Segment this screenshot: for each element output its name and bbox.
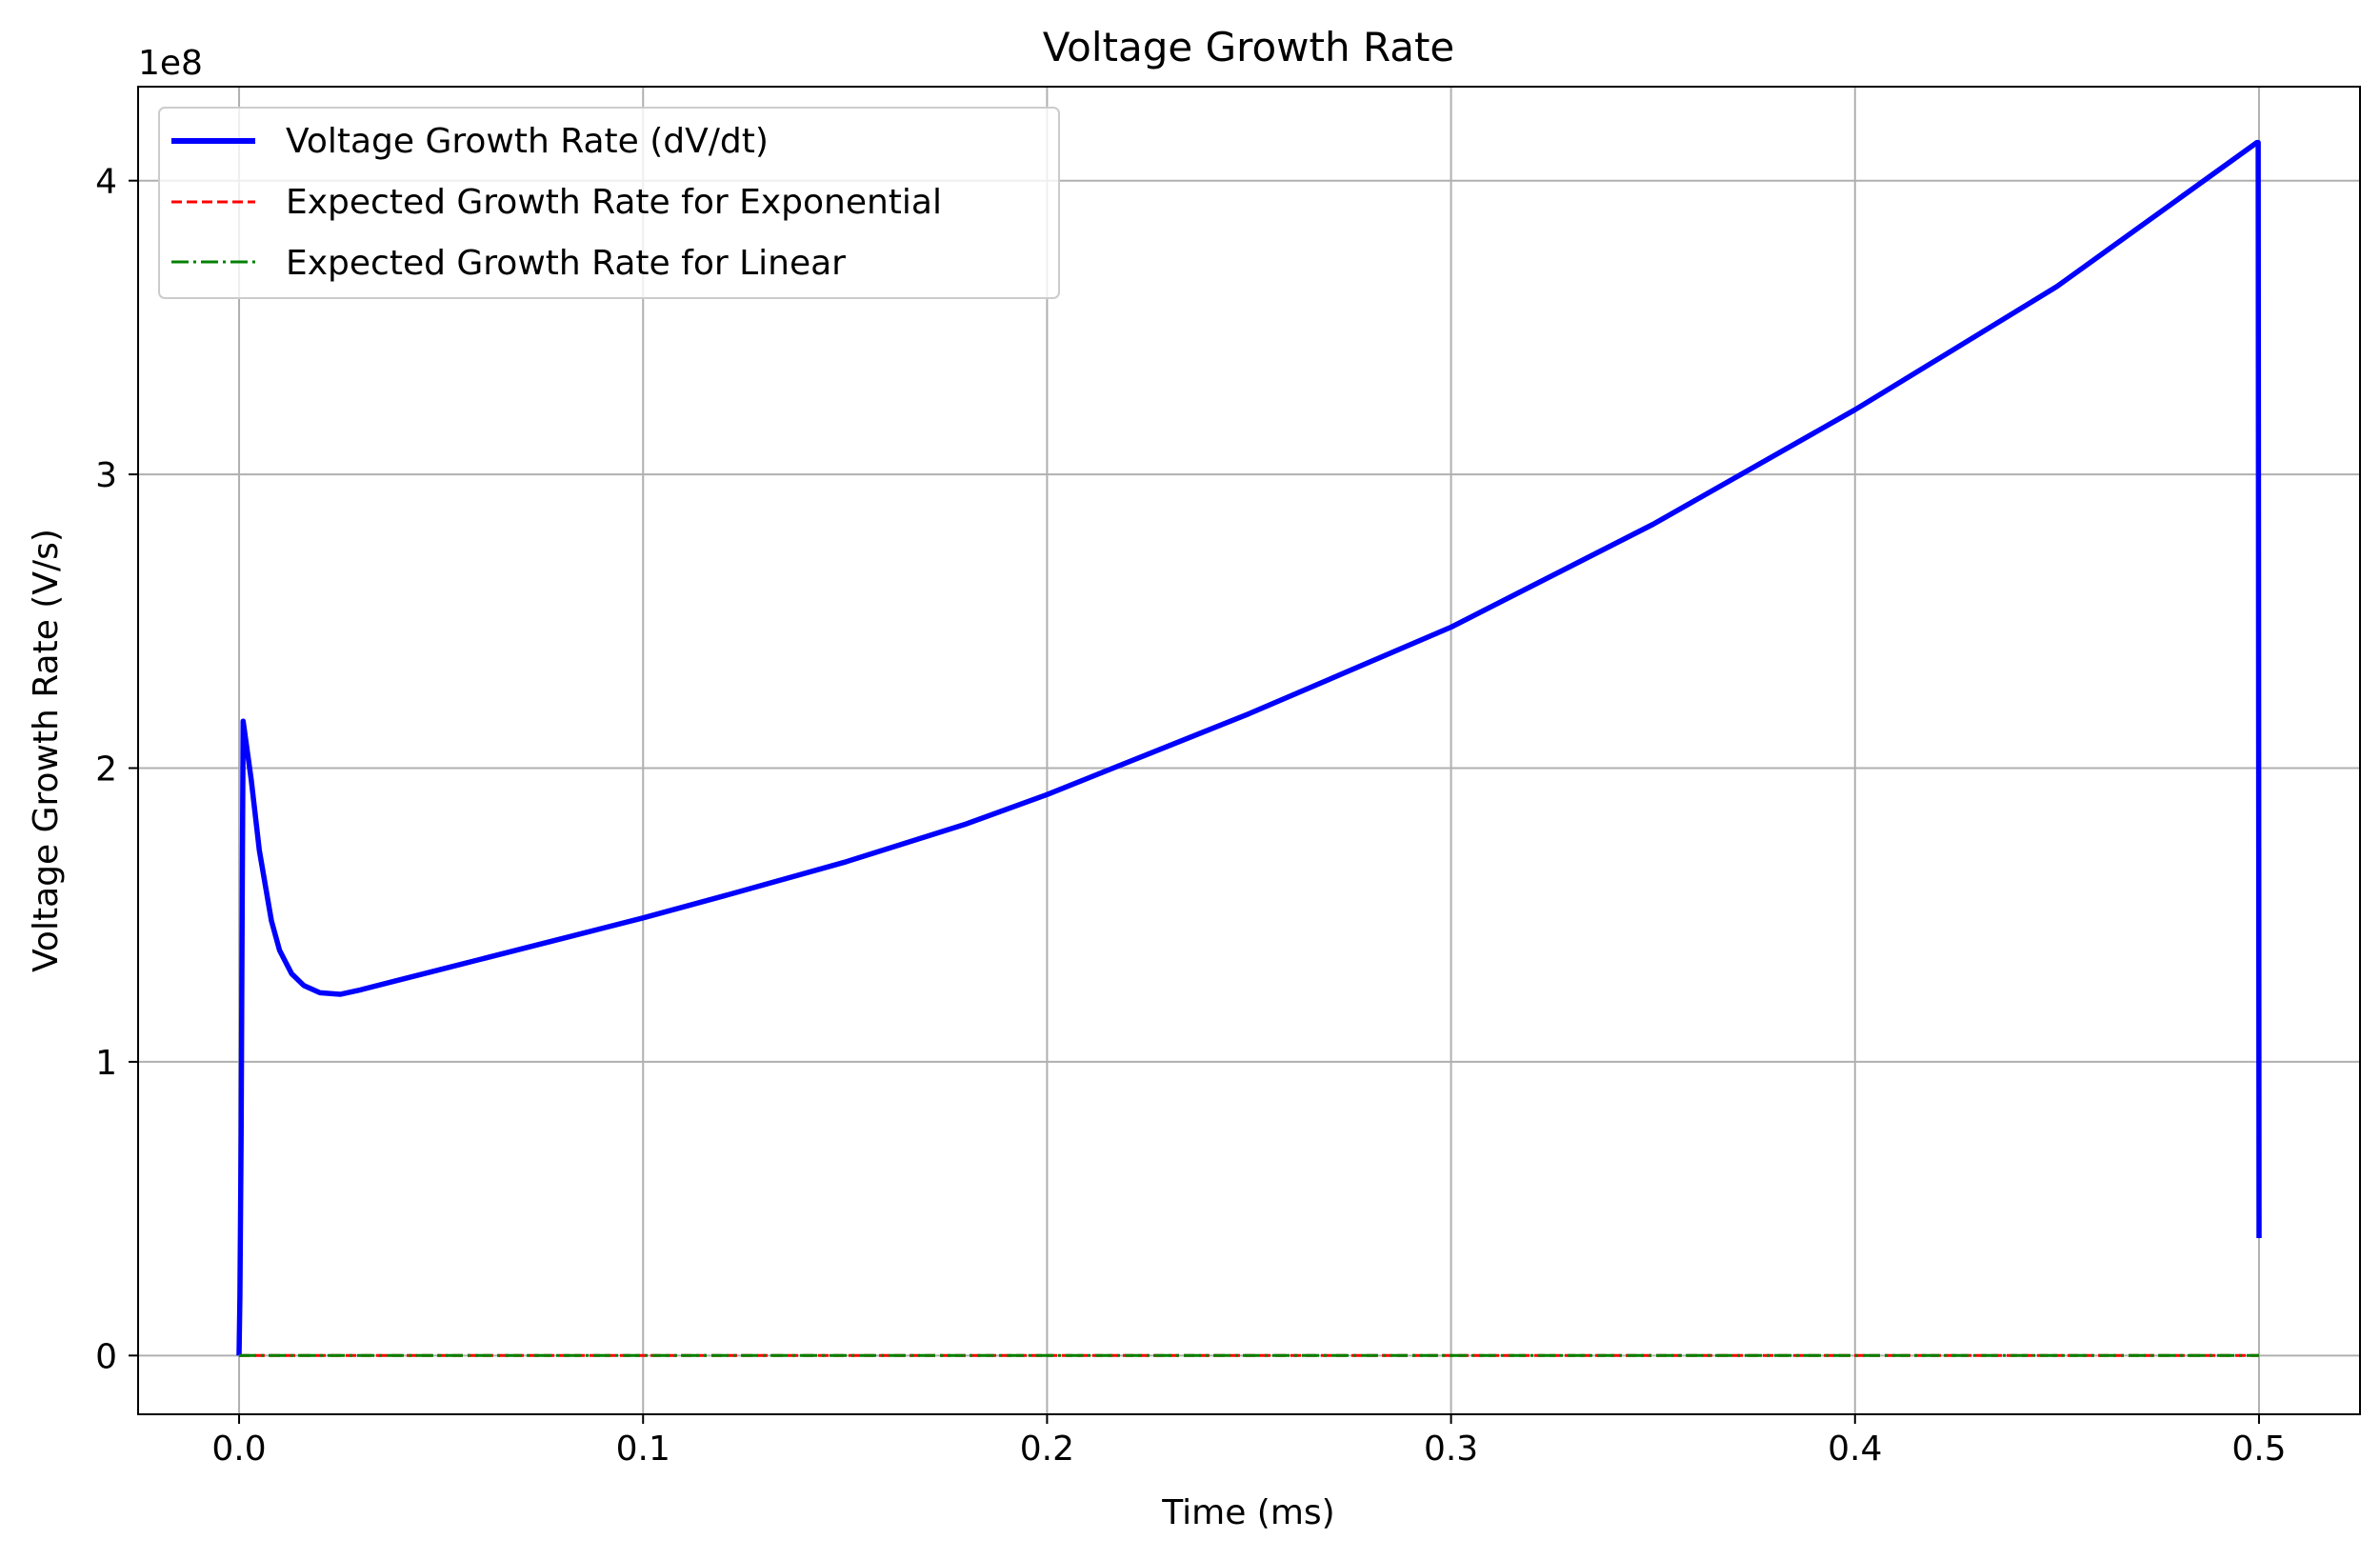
x-tick-label: 0.1: [616, 1430, 670, 1469]
x-tick-label: 0.3: [1424, 1430, 1478, 1469]
plot-area: [236, 139, 2262, 1357]
y-tick-label: 1: [95, 1044, 117, 1083]
axes-frame: [137, 86, 2361, 1415]
legend-box: [158, 107, 1060, 299]
legend-label-linear: Expected Growth Rate for Linear: [286, 244, 846, 283]
x-tick-label: 0.5: [2231, 1430, 2286, 1469]
y-tick-label: 0: [95, 1337, 117, 1376]
legend-label-dvdt: Voltage Growth Rate (dV/dt): [286, 122, 769, 161]
y-tick-label: 4: [95, 163, 117, 202]
legend-label-exponential: Expected Growth Rate for Exponential: [286, 183, 942, 222]
chart-title: Voltage Growth Rate: [1043, 24, 1455, 70]
x-axis-label: Time (ms): [1161, 1493, 1334, 1532]
y-axis: 0 1 2 3 4: [95, 163, 138, 1376]
y-tick-label: 3: [95, 456, 117, 495]
x-axis: 0.0 0.1 0.2 0.3 0.4 0.5: [211, 1414, 2287, 1469]
y-axis-label: Voltage Growth Rate (V/s): [27, 529, 66, 972]
x-tick-label: 0.4: [1828, 1430, 1882, 1469]
legend: Voltage Growth Rate (dV/dt) Expected Gro…: [158, 107, 1060, 299]
series-line-dvdt: [236, 139, 2262, 1356]
x-tick-label: 0.2: [1020, 1430, 1074, 1469]
x-tick-label: 0.0: [211, 1430, 266, 1469]
y-tick-label: 2: [95, 750, 117, 790]
y-offset-label: 1e8: [138, 44, 203, 83]
